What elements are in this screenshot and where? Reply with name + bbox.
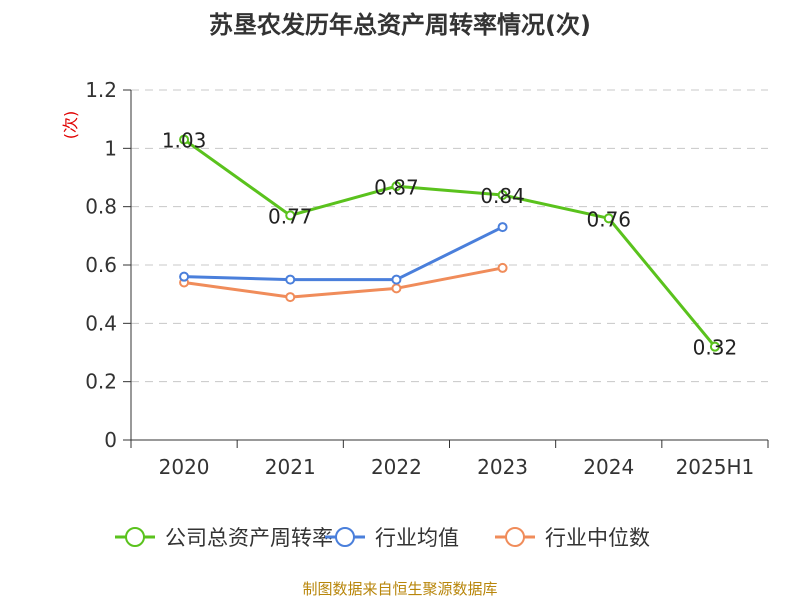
legend-label: 行业中位数 (545, 526, 650, 550)
data-label: 0.87 (374, 175, 419, 199)
data-label: 0.77 (268, 204, 313, 228)
data-point (497, 262, 508, 273)
data-point (285, 210, 296, 221)
data-point (391, 274, 402, 285)
x-tick-label: 2024 (583, 455, 634, 479)
y-tick-label: 0.8 (85, 195, 117, 219)
x-tick-label: 2025H1 (676, 455, 755, 479)
data-point (285, 274, 296, 285)
axis-layer: 0 0.2 0.4 0.6 0.8 1 1.2 2020 2021 2022 2023 2024 202… (85, 78, 769, 479)
data-point (497, 222, 508, 233)
legend-label: 行业均值 (375, 526, 459, 550)
data-point (285, 292, 296, 303)
data-point (709, 341, 720, 352)
y-axis-unit: (次) (61, 111, 80, 140)
legend-label: 公司总资产周转率 (165, 526, 333, 550)
y-tick-label: 1 (104, 136, 117, 160)
series-line (183, 138, 717, 348)
y-tick-label: 0 (104, 428, 117, 452)
y-tick-label: 1.2 (85, 78, 117, 102)
series-line (183, 266, 503, 299)
data-point (603, 213, 614, 224)
series-layer (179, 134, 720, 352)
source-note: 制图数据来自恒生聚源数据库 (302, 580, 497, 598)
data-label-layer: 1.03 0.77 0.87 0.84 0.76 0.32 (162, 129, 737, 360)
data-point (391, 181, 402, 192)
data-label: 0.76 (586, 207, 631, 231)
legend-marker (505, 527, 525, 547)
y-tick-label: 0.6 (85, 253, 117, 277)
data-label: 0.32 (693, 336, 738, 360)
grid-layer (131, 89, 768, 383)
y-tick-label: 0.2 (85, 370, 117, 394)
data-label: 0.84 (480, 184, 525, 208)
x-tick-label: 2023 (477, 455, 528, 479)
data-point (497, 190, 508, 200)
x-tick-label: 2021 (265, 455, 316, 479)
x-tick-label: 2020 (159, 455, 210, 479)
series-line (184, 225, 504, 282)
y-tick-label: 0.4 (85, 311, 117, 335)
legend-marker (125, 527, 145, 547)
x-tick-label: 2022 (371, 455, 422, 479)
data-label: 1.03 (162, 129, 207, 153)
data-point (391, 283, 402, 294)
data-point (179, 134, 190, 145)
legend: 公司总资产周转率 行业均值 行业中位数 (115, 526, 650, 550)
chart-title: 苏垦农发历年总资产周转率情况(次) (209, 11, 591, 39)
data-point (179, 271, 190, 282)
legend-marker (335, 527, 355, 547)
